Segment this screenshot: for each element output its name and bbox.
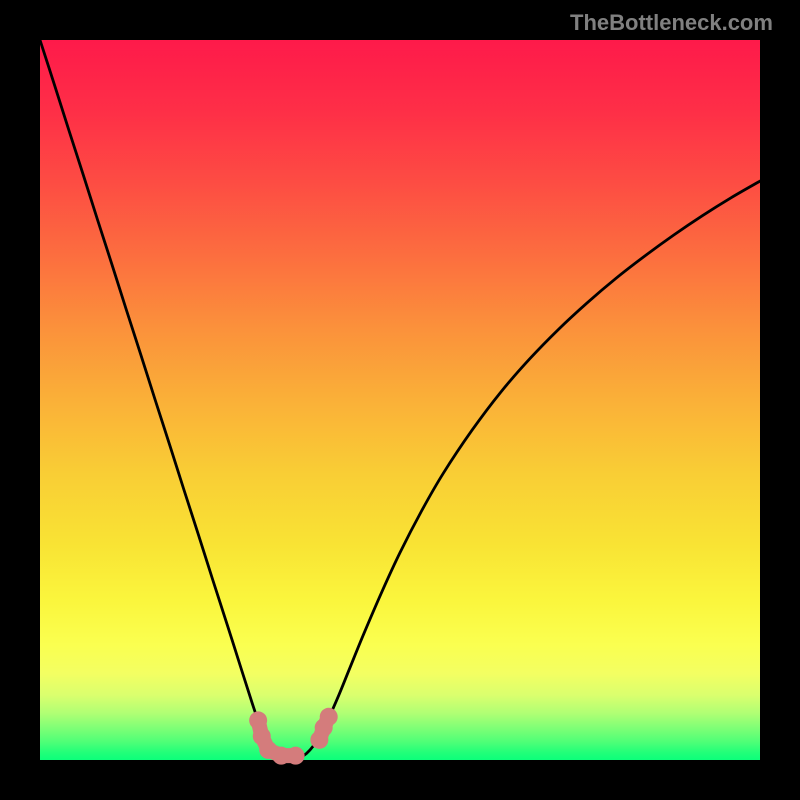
marker-dot <box>320 708 338 726</box>
marker-dot <box>287 747 305 765</box>
chart-svg <box>0 0 800 800</box>
plot-background <box>40 40 760 760</box>
chart-container: TheBottleneck.com <box>0 0 800 800</box>
marker-dot <box>249 711 267 729</box>
